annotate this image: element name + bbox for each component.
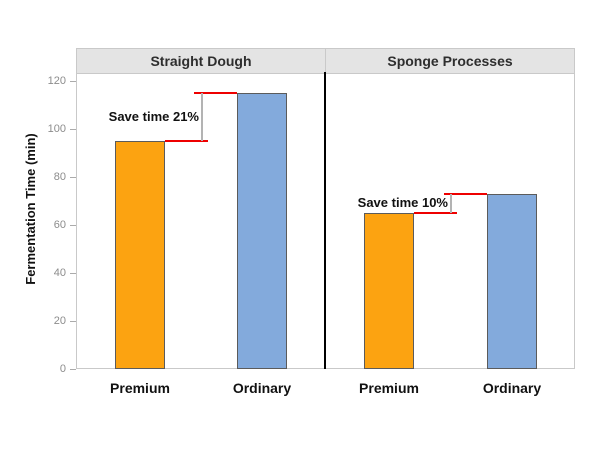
save-connector-line	[201, 93, 203, 141]
save-line-upper	[194, 92, 237, 94]
x-category-label: Ordinary	[232, 380, 292, 396]
y-axis-tick-label: 60	[53, 219, 66, 231]
bar-premium-facet1	[115, 141, 165, 369]
x-category-label: Ordinary	[482, 380, 542, 396]
y-axis-tick-mark	[70, 320, 76, 322]
save-line-lower	[414, 212, 457, 214]
save-time-annotation: Save time 10%	[357, 195, 448, 211]
y-axis-tick-mark	[70, 176, 76, 178]
facet-separator-line	[324, 72, 326, 369]
y-axis-tick-mark	[70, 368, 76, 370]
facet-header-straight-dough: Straight Dough	[77, 49, 326, 73]
bar-premium-facet2	[364, 213, 414, 369]
bar-ordinary-facet1	[237, 93, 287, 369]
y-axis-tick-mark	[70, 272, 76, 274]
save-connector-line	[450, 193, 452, 213]
y-axis-tick-label: 40	[53, 267, 66, 279]
y-axis-tick-label: 100	[47, 123, 66, 135]
y-axis-tick-label: 120	[47, 75, 66, 87]
y-axis-tick-label: 20	[53, 315, 66, 327]
y-axis-tick-mark	[70, 224, 76, 226]
save-time-annotation: Save time 21%	[108, 109, 199, 124]
y-axis-tick-label: 80	[53, 171, 66, 183]
x-category-label: Premium	[359, 380, 419, 396]
save-line-upper	[444, 192, 487, 195]
bar-ordinary-facet2	[487, 193, 537, 369]
x-category-label: Premium	[110, 380, 170, 396]
save-line-lower	[165, 140, 208, 142]
facet-header-row: Straight Dough Sponge Processes	[77, 49, 574, 74]
y-axis-tick-mark	[70, 128, 76, 130]
y-axis-tick-label: 0	[59, 363, 66, 375]
y-axis-title: Fermentation Time (min)	[23, 133, 38, 285]
y-axis-tick-mark	[70, 80, 76, 82]
facet-header-sponge-processes: Sponge Processes	[387, 53, 513, 69]
